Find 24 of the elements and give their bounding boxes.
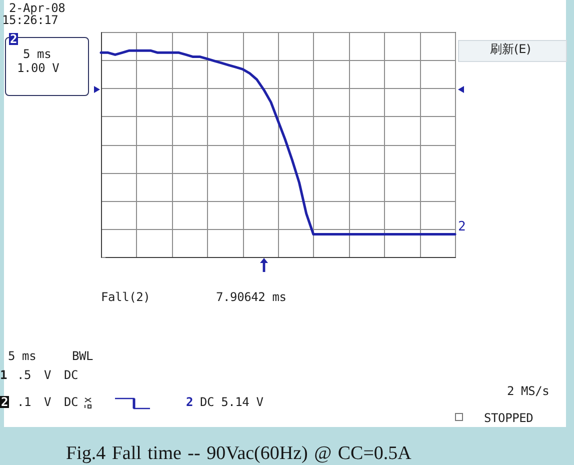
text: 刷新(E) xyxy=(490,42,531,56)
text: V xyxy=(44,368,52,382)
text: 5 ms xyxy=(8,348,36,363)
text: DC xyxy=(64,394,78,409)
text: .1 xyxy=(17,394,32,409)
text: 1.00 V xyxy=(17,60,60,75)
text: 2 xyxy=(0,394,10,409)
text: 7.90642 ms xyxy=(216,290,286,304)
text: 2 xyxy=(186,394,194,409)
text: 2-Apr-08 xyxy=(9,0,66,15)
text: .5 xyxy=(17,368,32,382)
text: STOPPED xyxy=(484,410,534,425)
text: DC xyxy=(64,368,78,382)
text: DC 5.14 V xyxy=(200,394,264,409)
text: Fall(2) xyxy=(101,290,150,304)
series-label: 2 xyxy=(458,219,466,234)
text: 2 xyxy=(9,32,18,46)
caption: Fig.4 Fall time -- 90Vac(60Hz) @ CC=0.5A xyxy=(66,442,412,464)
text: V xyxy=(44,394,52,409)
text: 1 xyxy=(0,368,8,382)
text: BWL xyxy=(72,348,94,363)
text: 5 ms xyxy=(23,46,52,61)
text: 15:26:17 xyxy=(2,12,58,27)
text: 2 MS/s xyxy=(507,384,550,398)
